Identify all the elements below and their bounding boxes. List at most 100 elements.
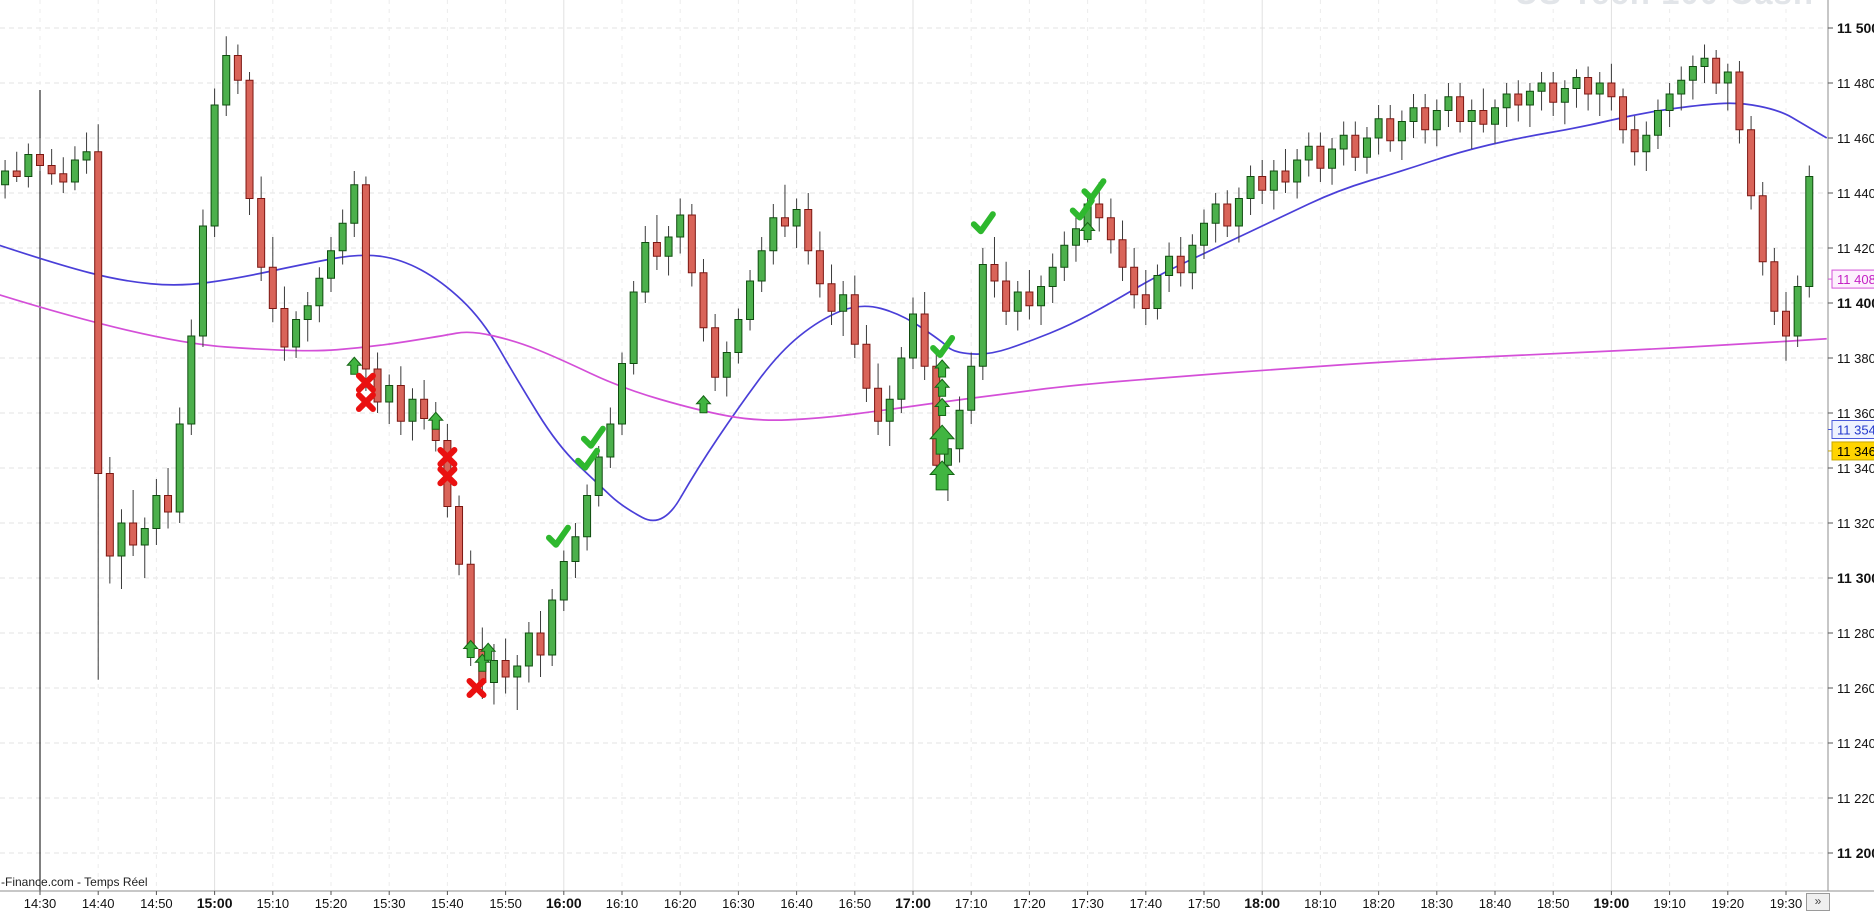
- candle-up: [1200, 209, 1208, 259]
- candle-up: [1444, 83, 1453, 127]
- candle-up: [1642, 121, 1651, 171]
- candle-body: [1106, 217, 1115, 241]
- price-tick-label: 11 480: [1837, 76, 1874, 91]
- candle-body: [315, 277, 324, 307]
- candle-body: [1421, 107, 1430, 131]
- time-tick-label: 16:20: [664, 896, 697, 911]
- time-tick-label: 15:30: [373, 896, 406, 911]
- candle-body: [1153, 275, 1162, 309]
- time-tick-label: 14:40: [82, 896, 115, 911]
- candle-up: [1269, 160, 1278, 210]
- candle-up: [198, 209, 207, 347]
- candle-body: [36, 154, 44, 166]
- candle-body: [967, 365, 976, 411]
- candle-up: [1188, 234, 1197, 290]
- candle-down: [827, 264, 836, 325]
- candle-up: [1432, 99, 1441, 147]
- candle-down: [1549, 72, 1558, 116]
- candle-body: [1782, 310, 1790, 337]
- candle-body: [1502, 93, 1511, 109]
- candle-body: [792, 209, 801, 227]
- x-stroke: [466, 678, 487, 698]
- candle-up: [1071, 215, 1080, 262]
- candle-down: [1118, 220, 1127, 281]
- candle-body: [839, 294, 848, 312]
- candle-body: [513, 665, 522, 678]
- time-tick-label: 17:40: [1130, 896, 1163, 911]
- candle-body: [874, 387, 883, 422]
- candle-down: [233, 44, 242, 94]
- candle-body: [920, 313, 929, 367]
- candle-up: [1688, 55, 1697, 100]
- time-tick-label: 16:40: [780, 896, 813, 911]
- candle-body: [70, 159, 79, 183]
- candle-body: [466, 563, 475, 650]
- candle-up: [1165, 242, 1174, 292]
- candle-body: [815, 250, 824, 285]
- candle-body: [1176, 255, 1185, 274]
- candle-body: [59, 173, 68, 183]
- candle-down: [1770, 248, 1779, 325]
- price-tag: 11 408,7: [1828, 269, 1874, 289]
- candle-up: [606, 407, 615, 468]
- candle-body: [1071, 228, 1080, 246]
- candle-down: [862, 325, 871, 402]
- candle-body: [1351, 134, 1360, 158]
- candle-body: [897, 357, 906, 400]
- candle-body: [1770, 261, 1779, 312]
- candle-up: [152, 479, 161, 545]
- candle-up: [1374, 105, 1383, 155]
- big-buy-arrow-icon: [929, 460, 956, 491]
- time-tick-label: 14:50: [140, 896, 173, 911]
- instrument-watermark: US Tech 100 Cash: [1514, 0, 1814, 12]
- buy-confirm-check-icon: [1081, 178, 1107, 202]
- sell-signal-x-icon: [355, 372, 376, 393]
- price-tick-label: 11 280: [1837, 626, 1874, 641]
- price-tick-label: 11 420: [1837, 241, 1874, 256]
- candle-down: [1747, 116, 1756, 210]
- candle-body: [1293, 159, 1302, 183]
- candle-down: [1456, 83, 1465, 133]
- candle-up: [327, 237, 335, 292]
- candle-up: [1700, 44, 1709, 83]
- candle-body: [1677, 79, 1686, 95]
- candle-up: [583, 484, 592, 551]
- sell-signal-x-icon: [466, 678, 487, 698]
- candle-up: [746, 270, 755, 331]
- candle-up: [1293, 149, 1302, 199]
- candle-up: [885, 385, 894, 446]
- candle-body: [1456, 96, 1465, 122]
- candle-up: [1339, 121, 1348, 166]
- candle-down: [420, 380, 429, 430]
- time-tick-label: 15:00: [197, 895, 233, 911]
- candle-up: [1653, 99, 1662, 149]
- candle-up: [1037, 275, 1046, 325]
- candle-up: [489, 644, 498, 705]
- candle-up: [1805, 165, 1814, 298]
- price-tick-label: 11 380: [1837, 351, 1874, 366]
- candle-body: [559, 561, 568, 601]
- candle-down: [920, 292, 929, 380]
- candle-body: [129, 522, 138, 546]
- candle-down: [373, 352, 382, 413]
- candle-body: [175, 423, 184, 513]
- candle-up: [350, 171, 359, 237]
- candle-body: [1572, 77, 1581, 89]
- price-tag-box: [1831, 269, 1874, 289]
- candle-body: [1630, 129, 1639, 153]
- candle-down: [280, 286, 289, 361]
- sell-signal-x-icon: [437, 447, 458, 467]
- candle-body: [571, 536, 580, 562]
- scroll-forward-button[interactable]: »: [1806, 893, 1830, 911]
- candle-up: [338, 209, 347, 265]
- candle-up: [664, 226, 673, 276]
- big-buy-arrow-icon: [929, 424, 956, 455]
- candle-body: [606, 423, 615, 458]
- candle-body: [548, 599, 557, 656]
- time-tick-label: 15:40: [431, 896, 464, 911]
- candle-body: [245, 79, 254, 199]
- price-tick-label: 11 220: [1837, 791, 1874, 806]
- candle-up: [1060, 231, 1069, 281]
- candle-body: [850, 294, 859, 345]
- time-tick-label: 18:30: [1421, 896, 1454, 911]
